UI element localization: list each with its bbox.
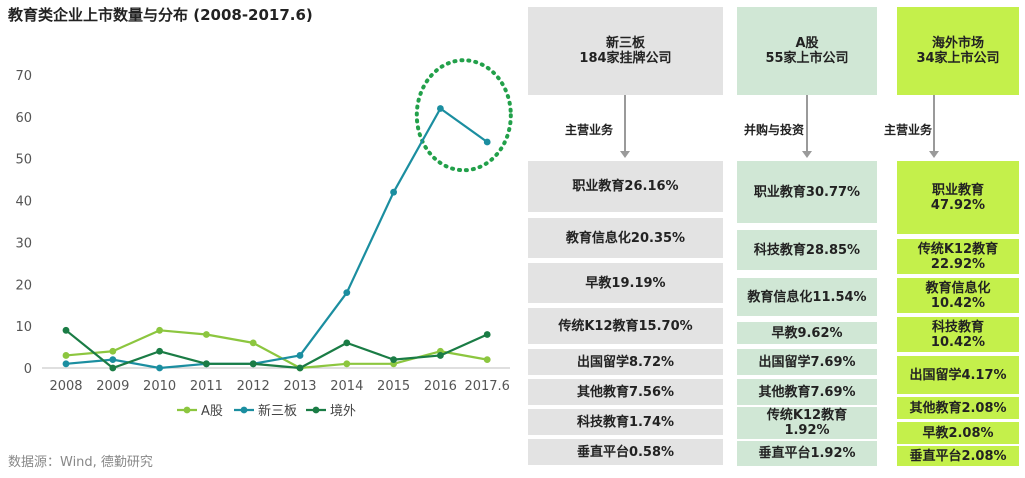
y-tick-label: 10 [15,320,32,335]
highlight-ellipse [414,58,513,173]
chart-title: 教育类企业上市数量与分布 (2008-2017.6) [8,6,313,24]
panel-item: 垂直平台1.92% [737,441,877,466]
data-point [62,360,70,368]
legend-marker [312,406,320,414]
legend-label: 境外 [330,404,356,419]
legend-label: A股 [201,404,223,419]
panel-item: 其他教育7.56% [528,379,723,405]
panel-item: 出国留学8.72% [528,349,723,375]
x-tick-label: 2015 [377,379,410,394]
panel-item: 其他教育7.69% [737,379,877,405]
panel-item: 科技教育 10.42% [897,317,1019,352]
line-chart: 0 10 20 30 40 50 60 70 2008 2009 2010 2011 2012 2013 2… [15,58,513,419]
y-tick-label: 60 [15,111,32,126]
panel-item: 教育信息化11.54% [737,278,877,316]
header-count: 184家挂牌公司 [579,51,672,66]
panel-item: 垂直平台0.58% [528,439,723,465]
arrow-label: 主营业务 [884,123,933,137]
panel-item: 教育信息化20.35% [528,218,723,258]
data-point [343,339,351,347]
panel-item: 垂直平台2.08% [897,446,1019,466]
y-tick-label: 0 [24,362,32,377]
data-point [343,289,351,297]
arrow-label: 并购与投资 [744,123,805,137]
y-tick-label: 30 [15,236,32,251]
data-point [62,352,70,359]
panel-item: 传统K12教育 1.92% [737,407,877,439]
source-note: 数据源：Wind, 德勤研究 [8,455,153,470]
down-arrow-icon [620,95,630,158]
data-point [203,360,210,368]
panel-item: 出国留学4.17% [897,356,1019,394]
data-point [437,352,444,359]
panel-item: 职业教育30.77% [737,161,877,223]
panel-item: 早教2.08% [897,422,1019,444]
header-name: 海外市场 [931,36,984,51]
panel-item: 传统K12教育 22.92% [897,239,1019,274]
panel-item: 早教19.19% [528,263,723,303]
x-tick-label: 2008 [49,379,82,394]
y-tick-label: 50 [15,153,32,168]
data-point [249,339,257,347]
legend-label: 新三板 [258,403,297,419]
y-tick-label: 70 [15,69,32,84]
data-point [483,331,491,338]
x-tick-label: 2013 [283,379,316,394]
panel-item: 科技教育28.85% [737,230,877,270]
data-point [62,326,70,334]
x-tick-label: 2010 [143,379,176,394]
panel-item: 传统K12教育15.70% [528,308,723,344]
panel-item: 早教9.62% [737,322,877,344]
y-tick-label: 20 [15,278,32,293]
data-point [483,356,491,364]
down-arrow-icon [929,95,939,158]
down-arrow-icon [802,95,812,158]
series-line [65,329,488,370]
x-tick-label: 2012 [237,379,270,394]
header-count: 55家上市公司 [765,51,849,66]
data-point [483,138,491,146]
panel-item: 其他教育2.08% [897,397,1019,419]
x-tick-label: 2017.6 [464,379,510,394]
data-point [343,360,351,368]
x-tick-label: 2016 [424,379,457,394]
x-tick-label: 2009 [96,379,129,394]
panel-header-a-share: A股 55家上市公司 [737,7,877,95]
series-line [65,107,488,370]
legend-marker [240,406,248,414]
panel-item: 出国留学7.69% [737,349,877,375]
data-point [296,352,304,359]
panel-item: 科技教育1.74% [528,409,723,435]
panel-item: 教育信息化 10.42% [897,278,1019,313]
data-point [390,356,397,364]
header-name: 新三板 [605,36,645,51]
data-point [203,331,210,338]
data-point [109,347,117,355]
panel-item: 职业教育26.16% [528,161,723,212]
legend-marker [183,406,191,414]
data-point [156,347,164,355]
data-point [109,364,117,372]
panel-item: 职业教育 47.92% [897,161,1019,234]
header-name: A股 [795,36,819,51]
panel-header-xinsanban: 新三板 184家挂牌公司 [528,7,723,95]
panel-header-overseas: 海外市场 34家上市公司 [897,7,1019,95]
data-point [437,105,444,112]
data-point [390,188,397,196]
header-count: 34家上市公司 [916,51,1000,66]
data-point [156,364,164,372]
y-tick-label: 40 [15,195,32,210]
data-point [296,364,304,372]
data-point [156,326,164,334]
data-point [109,356,117,364]
x-tick-label: 2011 [190,379,223,394]
data-point [249,360,257,368]
x-tick-label: 2014 [330,379,363,394]
arrow-label: 主营业务 [565,123,614,137]
